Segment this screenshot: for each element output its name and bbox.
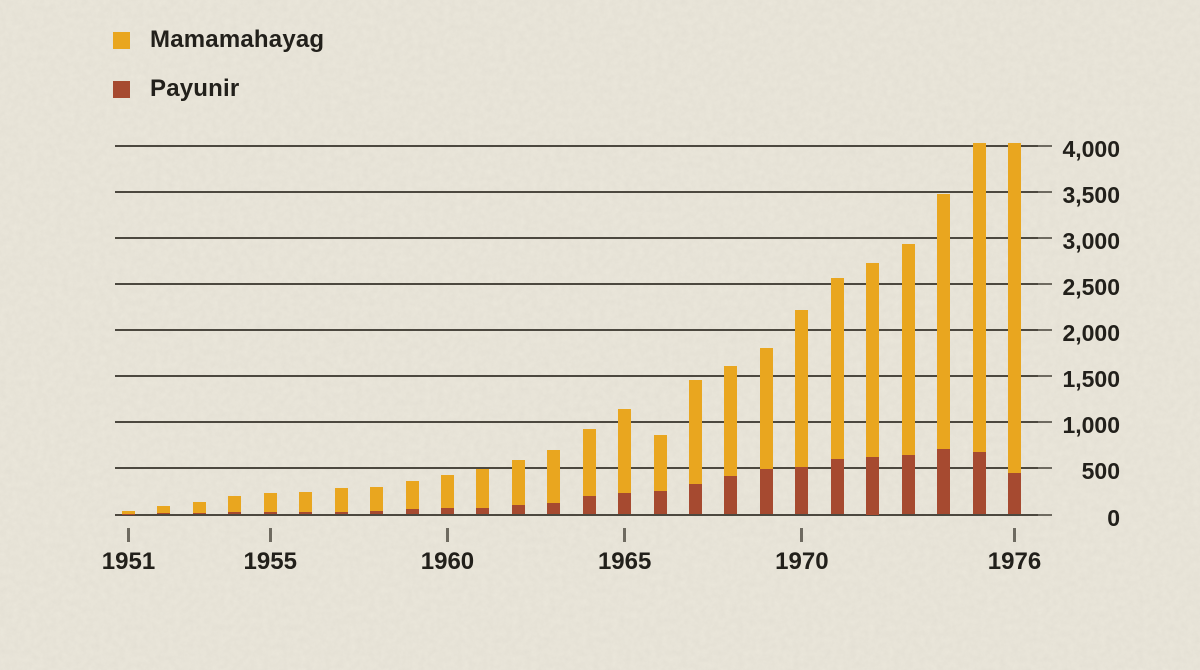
bar-segment-mamamahayag-1971 (830, 277, 844, 460)
bar-segment-mamamahayag-1955 (263, 492, 277, 512)
bar-segment-mamamahayag-1968 (724, 365, 738, 476)
bar-segment-payunir-1967 (689, 484, 703, 515)
bar-segment-mamamahayag-1962 (511, 460, 525, 506)
y-axis-tick-4000 (1038, 145, 1052, 147)
bar-segment-mamamahayag-1965 (618, 409, 632, 494)
legend-swatch-payunir (113, 80, 130, 98)
bar-segment-mamamahayag-1951 (122, 510, 135, 514)
bar-segment-payunir-1953 (192, 512, 206, 515)
gridline-3000 (115, 237, 1040, 240)
legend-item-payunir: Payunir (113, 75, 324, 102)
bar-segment-payunir-1958 (370, 510, 384, 515)
y-axis-tick-0 (1038, 513, 1052, 516)
bar-segment-payunir-1961 (476, 507, 490, 515)
bar-segment-payunir-1964 (582, 496, 596, 515)
y-axis-label-1000: 1,000 (1062, 412, 1120, 439)
gridline-500 (115, 467, 1040, 470)
bar-segment-payunir-1959 (405, 509, 419, 515)
bar-segment-mamamahayag-1975 (972, 143, 986, 452)
x-axis-label-1955: 1955 (243, 548, 297, 575)
gridline-1000 (115, 421, 1040, 424)
bar-segment-mamamahayag-1976 (1008, 143, 1021, 473)
bar-segment-payunir-1974 (937, 449, 951, 515)
gridline-2000 (115, 329, 1040, 332)
y-axis-label-2500: 2,500 (1062, 274, 1120, 301)
bar-segment-mamamahayag-1963 (547, 450, 561, 503)
gridline-1500 (115, 375, 1040, 378)
gridline-4000 (115, 145, 1040, 147)
bar-segment-mamamahayag-1974 (937, 193, 951, 450)
legend-label-payunir: Payunir (150, 75, 240, 102)
bar-segment-payunir-1965 (618, 493, 632, 515)
x-axis-tick-1970 (800, 528, 804, 542)
bar-segment-mamamahayag-1954 (228, 496, 242, 513)
bar-segment-mamamahayag-1953 (192, 502, 206, 513)
y-axis-label-1500: 1,500 (1062, 366, 1120, 393)
bar-segment-mamamahayag-1957 (334, 487, 348, 512)
bar-segment-payunir-1971 (830, 459, 844, 515)
bar-segment-payunir-1968 (724, 475, 738, 515)
bar-segment-payunir-1956 (299, 512, 313, 515)
y-axis-label-3000: 3,000 (1062, 228, 1120, 255)
bar-segment-payunir-1969 (759, 469, 773, 515)
legend: Mamamahayag Payunir (113, 26, 324, 128)
x-axis-label-1970: 1970 (775, 548, 829, 575)
y-axis-label-2000: 2,000 (1062, 320, 1120, 347)
bar-segment-mamamahayag-1966 (653, 434, 667, 491)
bar-segment-mamamahayag-1952 (157, 506, 171, 514)
x-axis-label-1976: 1976 (987, 548, 1042, 575)
bar-segment-mamamahayag-1961 (476, 469, 490, 508)
bar-segment-payunir-1972 (866, 456, 880, 515)
y-axis-label-500: 500 (1081, 458, 1120, 485)
x-axis-tick-1955 (268, 528, 272, 542)
bar-segment-mamamahayag-1960 (440, 475, 454, 509)
bar-segment-mamamahayag-1956 (299, 491, 313, 513)
y-axis-tick-500 (1038, 467, 1052, 470)
y-axis-tick-2500 (1038, 283, 1052, 286)
bar-segment-mamamahayag-1969 (759, 348, 773, 470)
x-axis-label-1960: 1960 (420, 548, 475, 575)
bar-segment-payunir-1951 (122, 513, 135, 515)
bar-segment-mamamahayag-1959 (405, 480, 419, 510)
y-axis-tick-3500 (1038, 191, 1052, 194)
bar-segment-payunir-1952 (157, 513, 171, 515)
bar-segment-payunir-1957 (334, 511, 348, 515)
bar-segment-payunir-1960 (440, 508, 454, 515)
legend-swatch-mamamahayag (113, 31, 130, 49)
bar-segment-mamamahayag-1967 (689, 380, 703, 485)
y-axis-label-4000: 4,000 (1062, 136, 1120, 162)
bar-segment-mamamahayag-1973 (901, 243, 915, 455)
legend-item-mamamahayag: Mamamahayag (113, 26, 324, 53)
gridline-2500 (115, 283, 1040, 286)
x-axis-tick-1951 (127, 528, 130, 542)
bar-segment-payunir-1976 (1008, 472, 1021, 515)
bar-segment-mamamahayag-1958 (370, 486, 384, 511)
bar-segment-payunir-1975 (972, 451, 986, 515)
gridline-3500 (115, 191, 1040, 194)
bar-segment-payunir-1955 (263, 511, 277, 515)
bar-segment-payunir-1973 (901, 454, 915, 515)
y-axis-label-0: 0 (1107, 504, 1120, 531)
bar-segment-payunir-1963 (547, 502, 561, 515)
y-axis-tick-1500 (1038, 375, 1052, 378)
bar-segment-payunir-1962 (511, 505, 525, 515)
x-axis-label-1951: 1951 (101, 548, 156, 575)
y-axis-label-3500: 3,500 (1062, 182, 1120, 209)
x-axis-label-1965: 1965 (597, 548, 652, 575)
x-axis-tick-1965 (623, 528, 627, 542)
legend-label-mamamahayag: Mamamahayag (150, 26, 325, 53)
x-axis-tick-1960 (445, 528, 449, 542)
bar-segment-mamamahayag-1970 (795, 309, 809, 467)
y-axis-tick-3000 (1038, 237, 1052, 240)
x-axis-tick-1976 (1013, 528, 1016, 542)
bar-segment-mamamahayag-1972 (866, 263, 880, 457)
y-axis-tick-1000 (1038, 421, 1052, 424)
bar-segment-mamamahayag-1964 (582, 428, 596, 497)
y-axis-tick-2000 (1038, 329, 1052, 332)
bar-segment-payunir-1970 (795, 466, 809, 515)
bar-segment-payunir-1966 (653, 490, 667, 515)
gridline-0 (115, 513, 1040, 516)
bar-segment-payunir-1954 (228, 512, 242, 515)
